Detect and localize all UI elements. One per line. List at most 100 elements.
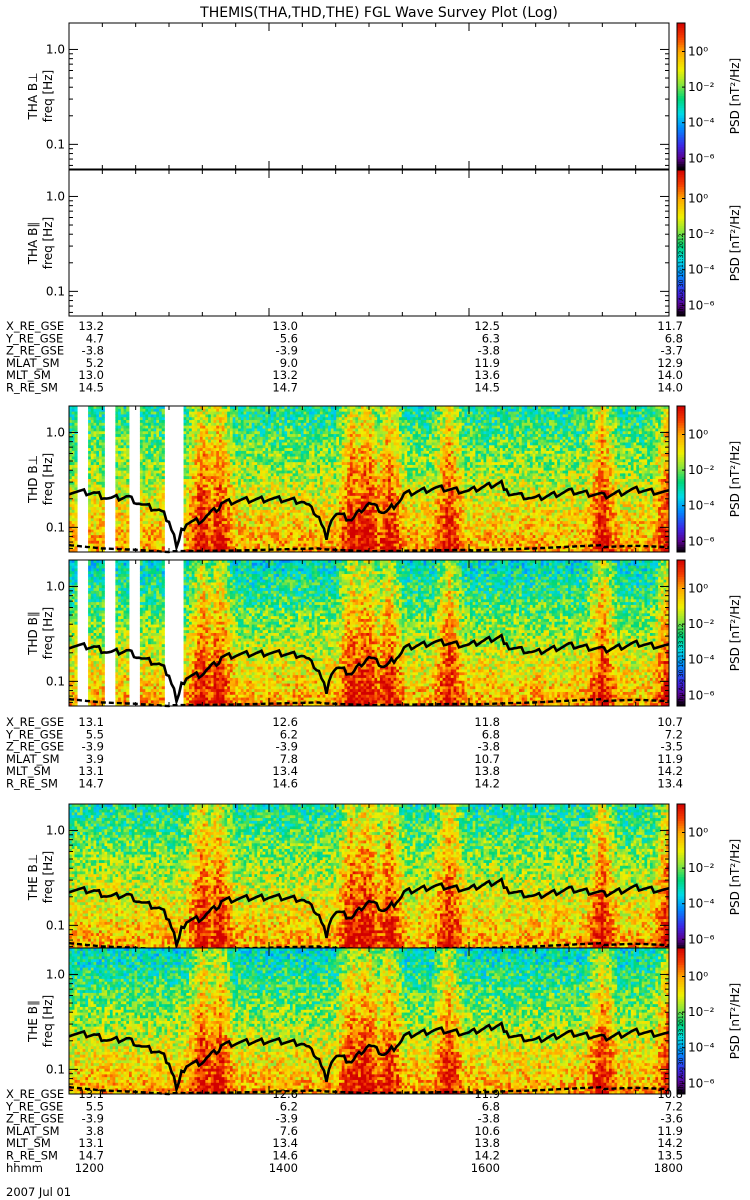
heatmap-cell	[142, 428, 146, 432]
heatmap-cell	[93, 518, 97, 522]
heatmap-cell	[284, 509, 288, 514]
heatmap-cell	[148, 470, 152, 474]
heatmap-cell	[232, 493, 236, 497]
heatmap-cell	[246, 540, 250, 544]
heatmap-cell	[358, 529, 362, 533]
heatmap-cell	[292, 445, 296, 449]
heatmap-cell	[229, 540, 234, 544]
heatmap-cell	[156, 479, 160, 483]
heatmap-cell	[199, 428, 204, 432]
heatmap-cell	[99, 526, 103, 530]
heatmap-cell	[88, 476, 92, 480]
heatmap-cell	[257, 436, 261, 441]
heatmap-cell	[153, 518, 157, 522]
heatmap-cell	[259, 535, 264, 539]
heatmap-cell	[284, 504, 288, 508]
heatmap-cell	[213, 532, 217, 536]
heatmap-cell	[259, 484, 264, 488]
heatmap-cell	[238, 411, 242, 415]
heatmap-cell	[227, 507, 231, 511]
heatmap-cell	[333, 504, 337, 508]
heatmap-cell	[330, 501, 334, 505]
colorbar-segment	[677, 267, 685, 271]
heatmap-cell	[309, 470, 313, 474]
y-axis-label: freq [Hz]	[41, 70, 55, 122]
heatmap-cell	[101, 431, 105, 435]
heatmap-cell	[289, 490, 294, 494]
heatmap-cell	[191, 495, 195, 500]
heatmap-cell	[74, 448, 78, 452]
heatmap-cell	[251, 445, 255, 449]
heatmap-cell	[249, 549, 253, 553]
heatmap-cell	[213, 515, 217, 519]
heatmap-cell	[161, 467, 165, 471]
colorbar-segment	[677, 110, 685, 114]
heatmap-cell	[232, 532, 236, 536]
heatmap-cell	[366, 428, 370, 432]
heatmap-cell	[276, 523, 280, 528]
heatmap-cell	[213, 408, 217, 413]
heatmap-cell	[298, 493, 302, 497]
heatmap-cell	[257, 467, 261, 471]
heatmap-cell	[88, 518, 92, 522]
heatmap-cell	[284, 445, 288, 449]
heatmap-cell	[333, 425, 337, 429]
heatmap-cell	[93, 425, 97, 429]
heatmap-cell	[123, 411, 127, 415]
heatmap-cell	[360, 406, 364, 410]
heatmap-cell	[289, 467, 294, 471]
heatmap-cell	[126, 417, 130, 421]
heatmap-cell	[325, 422, 329, 427]
heatmap-cell	[93, 509, 97, 514]
heatmap-cell	[161, 422, 165, 427]
heatmap-cell	[213, 422, 217, 427]
heatmap-cell	[69, 498, 73, 502]
heatmap-cell	[197, 493, 201, 497]
heatmap-cell	[210, 546, 214, 550]
heatmap-cell	[202, 467, 206, 471]
colorbar-segment	[677, 134, 685, 138]
heatmap-cell	[153, 436, 157, 441]
heatmap-cell	[317, 501, 321, 505]
heatmap-cell	[298, 484, 302, 488]
heatmap-cell	[314, 549, 318, 553]
heatmap-cell	[273, 448, 277, 452]
heatmap-cell	[120, 521, 124, 525]
heatmap-cell	[186, 535, 190, 539]
heatmap-cell	[333, 546, 337, 550]
heatmap-cell	[153, 414, 157, 418]
heatmap-cell	[249, 487, 253, 491]
heatmap-cell	[183, 464, 187, 469]
heatmap-cell	[96, 425, 100, 429]
heatmap-cell	[156, 422, 160, 427]
heatmap-cell	[347, 484, 351, 488]
heatmap-cell	[360, 453, 364, 457]
heatmap-cell	[235, 456, 239, 460]
heatmap-cell	[238, 512, 242, 516]
heatmap-cell	[292, 543, 296, 547]
colorbar-segment	[677, 42, 685, 46]
heatmap-cell	[333, 540, 337, 544]
heatmap-cell	[208, 448, 212, 452]
heatmap-cell	[360, 450, 364, 455]
heatmap-cell	[319, 481, 324, 486]
heatmap-cell	[279, 529, 283, 533]
heatmap-cell	[292, 436, 296, 441]
heatmap-cell	[319, 448, 324, 452]
heatmap-cell	[284, 425, 288, 429]
heatmap-cell	[281, 442, 285, 446]
heatmap-cell	[306, 456, 310, 460]
heatmap-cell	[93, 462, 97, 466]
heatmap-cell	[219, 518, 223, 522]
heatmap-cell	[183, 537, 187, 542]
heatmap-cell	[254, 509, 258, 514]
heatmap-cell	[123, 549, 127, 553]
heatmap-cell	[303, 523, 307, 528]
heatmap-cell	[360, 512, 364, 516]
heatmap-cell	[270, 420, 274, 424]
heatmap-cell	[150, 493, 154, 497]
heatmap-cell	[99, 549, 103, 553]
heatmap-cell	[238, 406, 242, 410]
heatmap-cell	[96, 540, 100, 544]
heatmap-cell	[88, 501, 92, 505]
